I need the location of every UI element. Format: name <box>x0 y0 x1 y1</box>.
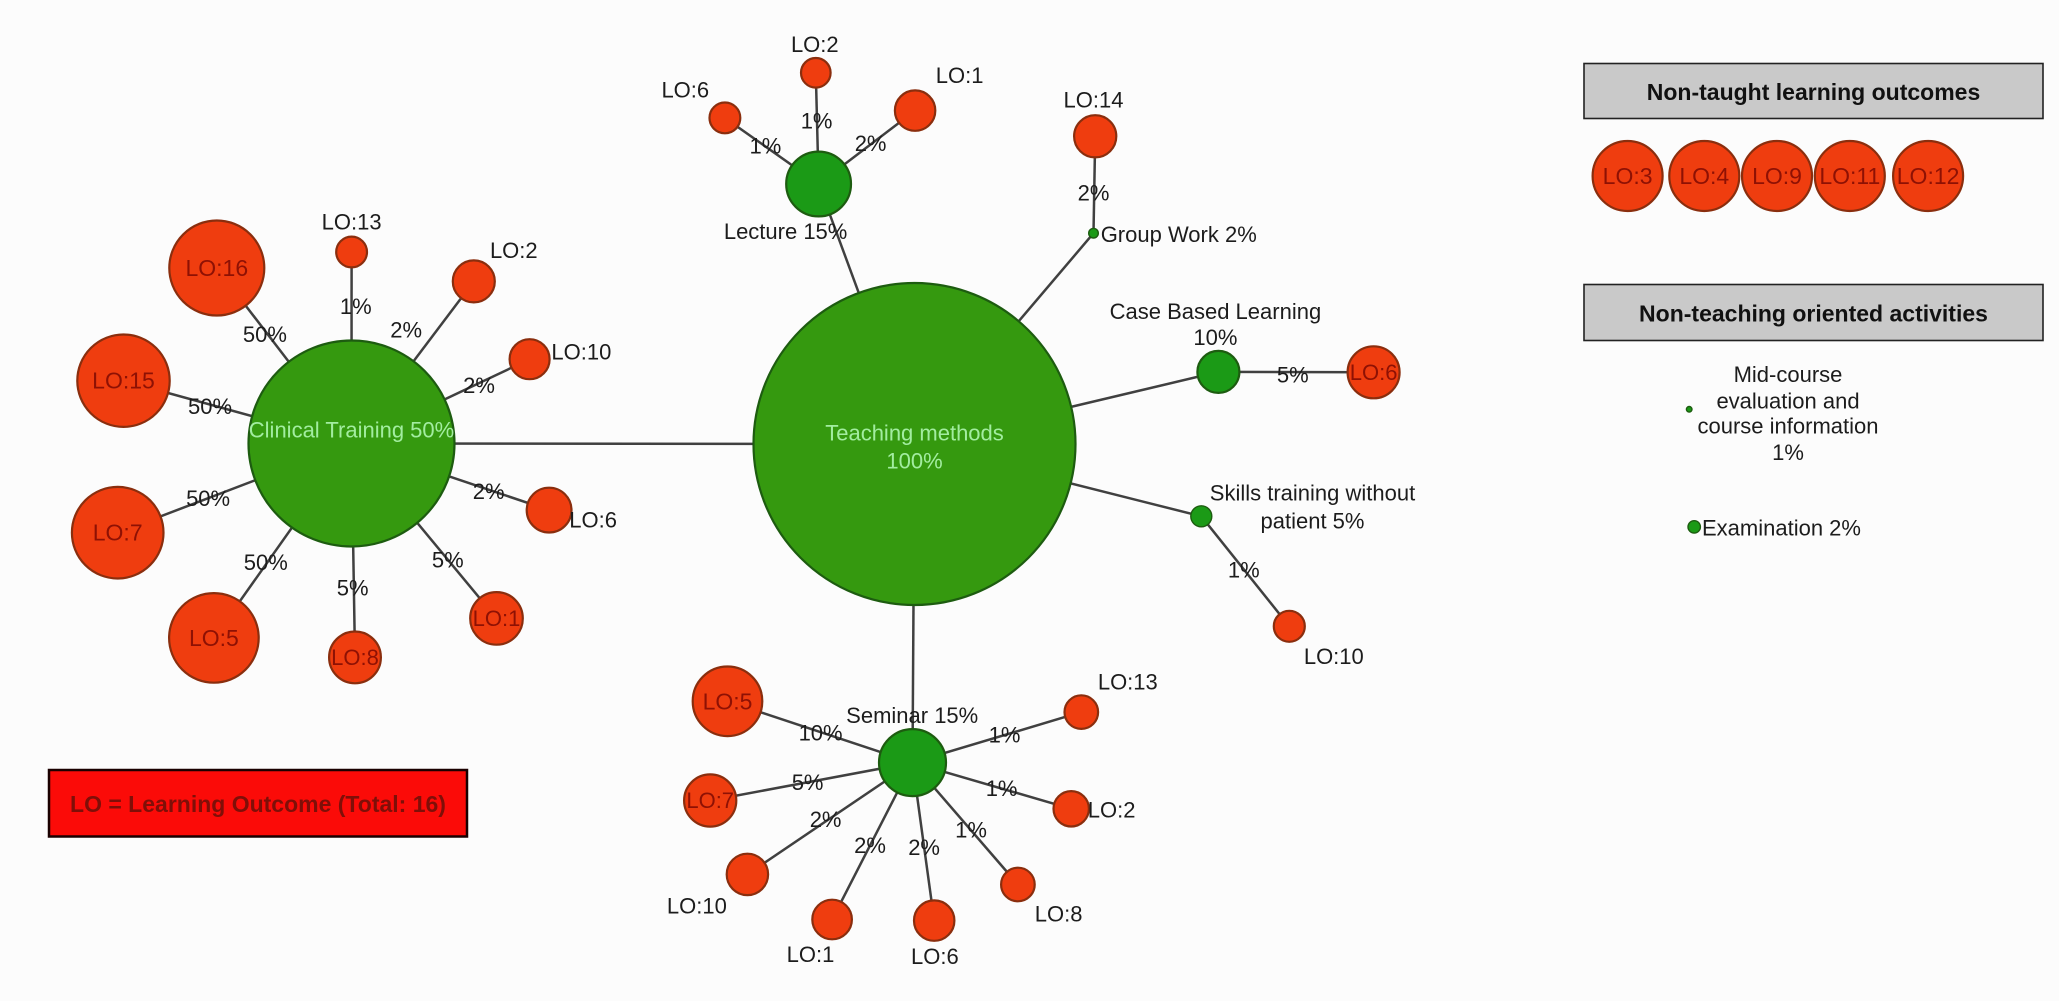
svg-text:LO:12: LO:12 <box>1897 163 1960 189</box>
svg-text:LO:5: LO:5 <box>703 688 753 714</box>
svg-text:Lecture 15%: Lecture 15% <box>724 219 848 244</box>
svg-text:LO:16: LO:16 <box>185 255 248 281</box>
svg-text:LO:7: LO:7 <box>686 788 734 813</box>
svg-text:LO:3: LO:3 <box>1603 163 1653 189</box>
svg-text:5%: 5% <box>337 576 369 601</box>
svg-text:5%: 5% <box>1277 362 1309 387</box>
svg-text:2%: 2% <box>854 833 886 858</box>
svg-text:2%: 2% <box>390 318 422 343</box>
svg-text:Teaching methods: Teaching methods <box>825 421 1004 446</box>
svg-text:Seminar 15%: Seminar 15% <box>846 703 978 728</box>
svg-text:2%: 2% <box>473 479 505 504</box>
svg-text:Non-teaching oriented activiti: Non-teaching oriented activities <box>1639 301 1988 327</box>
svg-text:1%: 1% <box>801 109 833 134</box>
svg-text:LO:4: LO:4 <box>1679 163 1729 189</box>
svg-text:LO:6: LO:6 <box>569 507 617 532</box>
svg-text:1%: 1% <box>340 294 372 319</box>
svg-text:1%: 1% <box>1772 440 1804 465</box>
svg-text:LO:2: LO:2 <box>1088 798 1136 823</box>
svg-text:LO:8: LO:8 <box>1035 902 1083 927</box>
svg-text:1%: 1% <box>986 776 1018 801</box>
svg-text:LO:11: LO:11 <box>1819 163 1880 189</box>
svg-text:2%: 2% <box>855 131 887 156</box>
svg-text:LO:9: LO:9 <box>1752 163 1802 189</box>
svg-text:LO = Learning Outcome (Total:: LO = Learning Outcome (Total: 16) <box>70 791 446 817</box>
svg-text:1%: 1% <box>750 134 782 159</box>
svg-text:Examination 2%: Examination 2% <box>1702 515 1861 540</box>
svg-text:LO:13: LO:13 <box>1098 670 1158 695</box>
svg-text:Non-taught learning outcomes: Non-taught learning outcomes <box>1647 79 1981 105</box>
svg-text:50%: 50% <box>244 550 288 575</box>
svg-text:LO:13: LO:13 <box>322 210 382 235</box>
svg-text:Skills training without: Skills training without <box>1210 481 1415 506</box>
svg-text:LO:1: LO:1 <box>473 606 521 631</box>
svg-text:10%: 10% <box>799 721 843 746</box>
svg-text:50%: 50% <box>186 486 230 511</box>
svg-text:2%: 2% <box>1078 181 1110 206</box>
svg-text:LO:10: LO:10 <box>1304 644 1364 669</box>
svg-text:Mid-course: Mid-course <box>1734 362 1843 387</box>
svg-text:50%: 50% <box>188 394 232 419</box>
svg-text:5%: 5% <box>792 770 824 795</box>
svg-text:LO:2: LO:2 <box>490 238 538 263</box>
svg-text:course information: course information <box>1698 414 1879 439</box>
svg-text:100%: 100% <box>886 449 942 474</box>
svg-text:LO:2: LO:2 <box>791 32 839 57</box>
svg-text:Case Based Learning: Case Based Learning <box>1110 299 1322 324</box>
svg-text:2%: 2% <box>810 807 842 832</box>
svg-text:LO:15: LO:15 <box>92 368 155 394</box>
svg-text:1%: 1% <box>989 722 1021 747</box>
svg-text:LO:1: LO:1 <box>936 63 984 88</box>
svg-text:LO:14: LO:14 <box>1064 88 1124 113</box>
svg-text:LO:1: LO:1 <box>787 942 835 967</box>
svg-text:10%: 10% <box>1193 325 1237 350</box>
svg-text:Group Work 2%: Group Work 2% <box>1101 222 1257 247</box>
svg-text:50%: 50% <box>243 322 287 347</box>
svg-text:2%: 2% <box>908 835 940 860</box>
svg-text:LO:8: LO:8 <box>331 645 379 670</box>
svg-text:patient 5%: patient 5% <box>1261 508 1365 533</box>
svg-text:LO:6: LO:6 <box>661 78 709 103</box>
svg-text:LO:5: LO:5 <box>189 625 239 651</box>
svg-text:2%: 2% <box>463 373 495 398</box>
svg-text:1%: 1% <box>955 818 987 843</box>
svg-text:LO:10: LO:10 <box>551 340 611 365</box>
svg-text:Clinical Training 50%: Clinical Training 50% <box>249 418 454 443</box>
svg-text:LO:7: LO:7 <box>93 520 143 546</box>
svg-text:LO:6: LO:6 <box>911 944 959 969</box>
svg-text:evaluation and: evaluation and <box>1716 388 1859 413</box>
svg-text:5%: 5% <box>432 548 464 573</box>
svg-text:LO:6: LO:6 <box>1350 360 1398 385</box>
svg-text:1%: 1% <box>1228 558 1260 583</box>
svg-text:LO:10: LO:10 <box>667 893 727 918</box>
